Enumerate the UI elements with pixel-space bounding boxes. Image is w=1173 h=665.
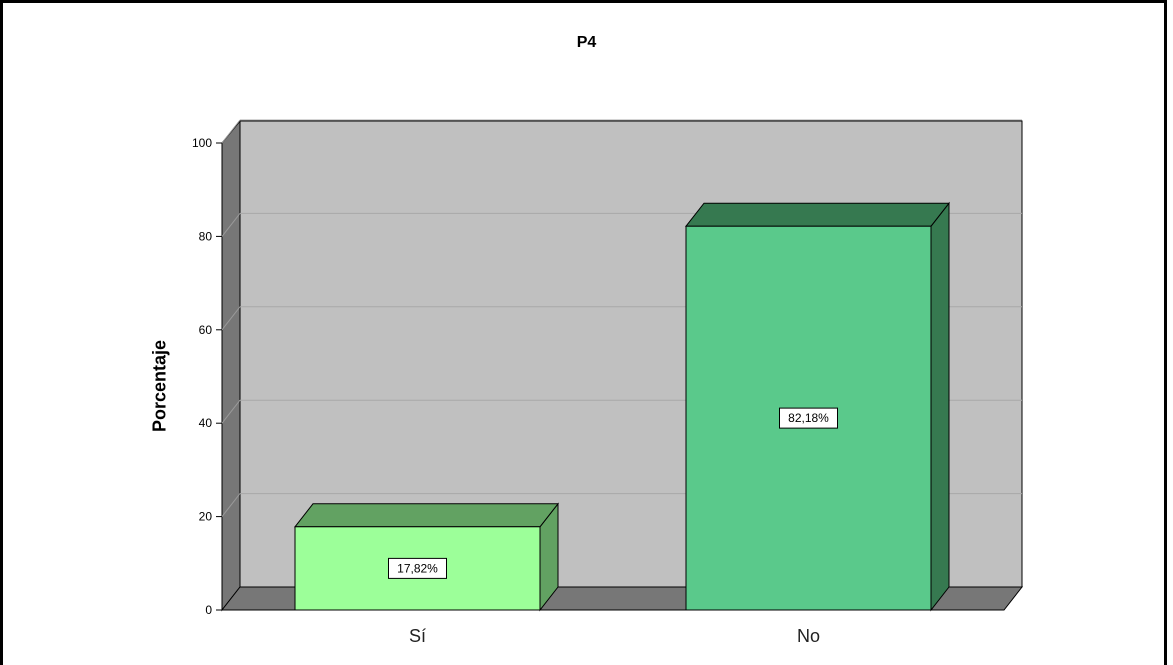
y-axis-ticks: 0 20 40 60 80 100 [192,136,222,617]
y-tick-label: 20 [199,510,213,524]
x-axis-labels: Sí No [409,626,820,646]
data-label-box [388,557,447,579]
gridline-side [221,399,241,424]
data-label-box [779,407,838,429]
x-tick-label: No [797,626,820,646]
bars: 17,82% 82,18% [293,201,951,612]
gridline-side [221,493,241,517]
y-tick-label: 0 [205,603,212,617]
bar-top [293,503,560,528]
y-tick-label: 60 [199,323,213,337]
bar-top [684,202,951,227]
data-label: 17,82% [397,561,438,575]
gridline-side [221,213,241,237]
data-label: 82,18% [788,411,829,425]
gridline-side [221,306,241,331]
y-tick-label: 100 [192,136,212,150]
gridline-side [221,119,241,144]
bar-side [930,201,950,612]
y-tick-label: 40 [199,416,213,430]
chart-title: P4 [576,34,597,51]
left-wall [221,119,241,612]
x-tick-label: Sí [409,626,426,646]
y-tick-label: 80 [199,229,213,243]
